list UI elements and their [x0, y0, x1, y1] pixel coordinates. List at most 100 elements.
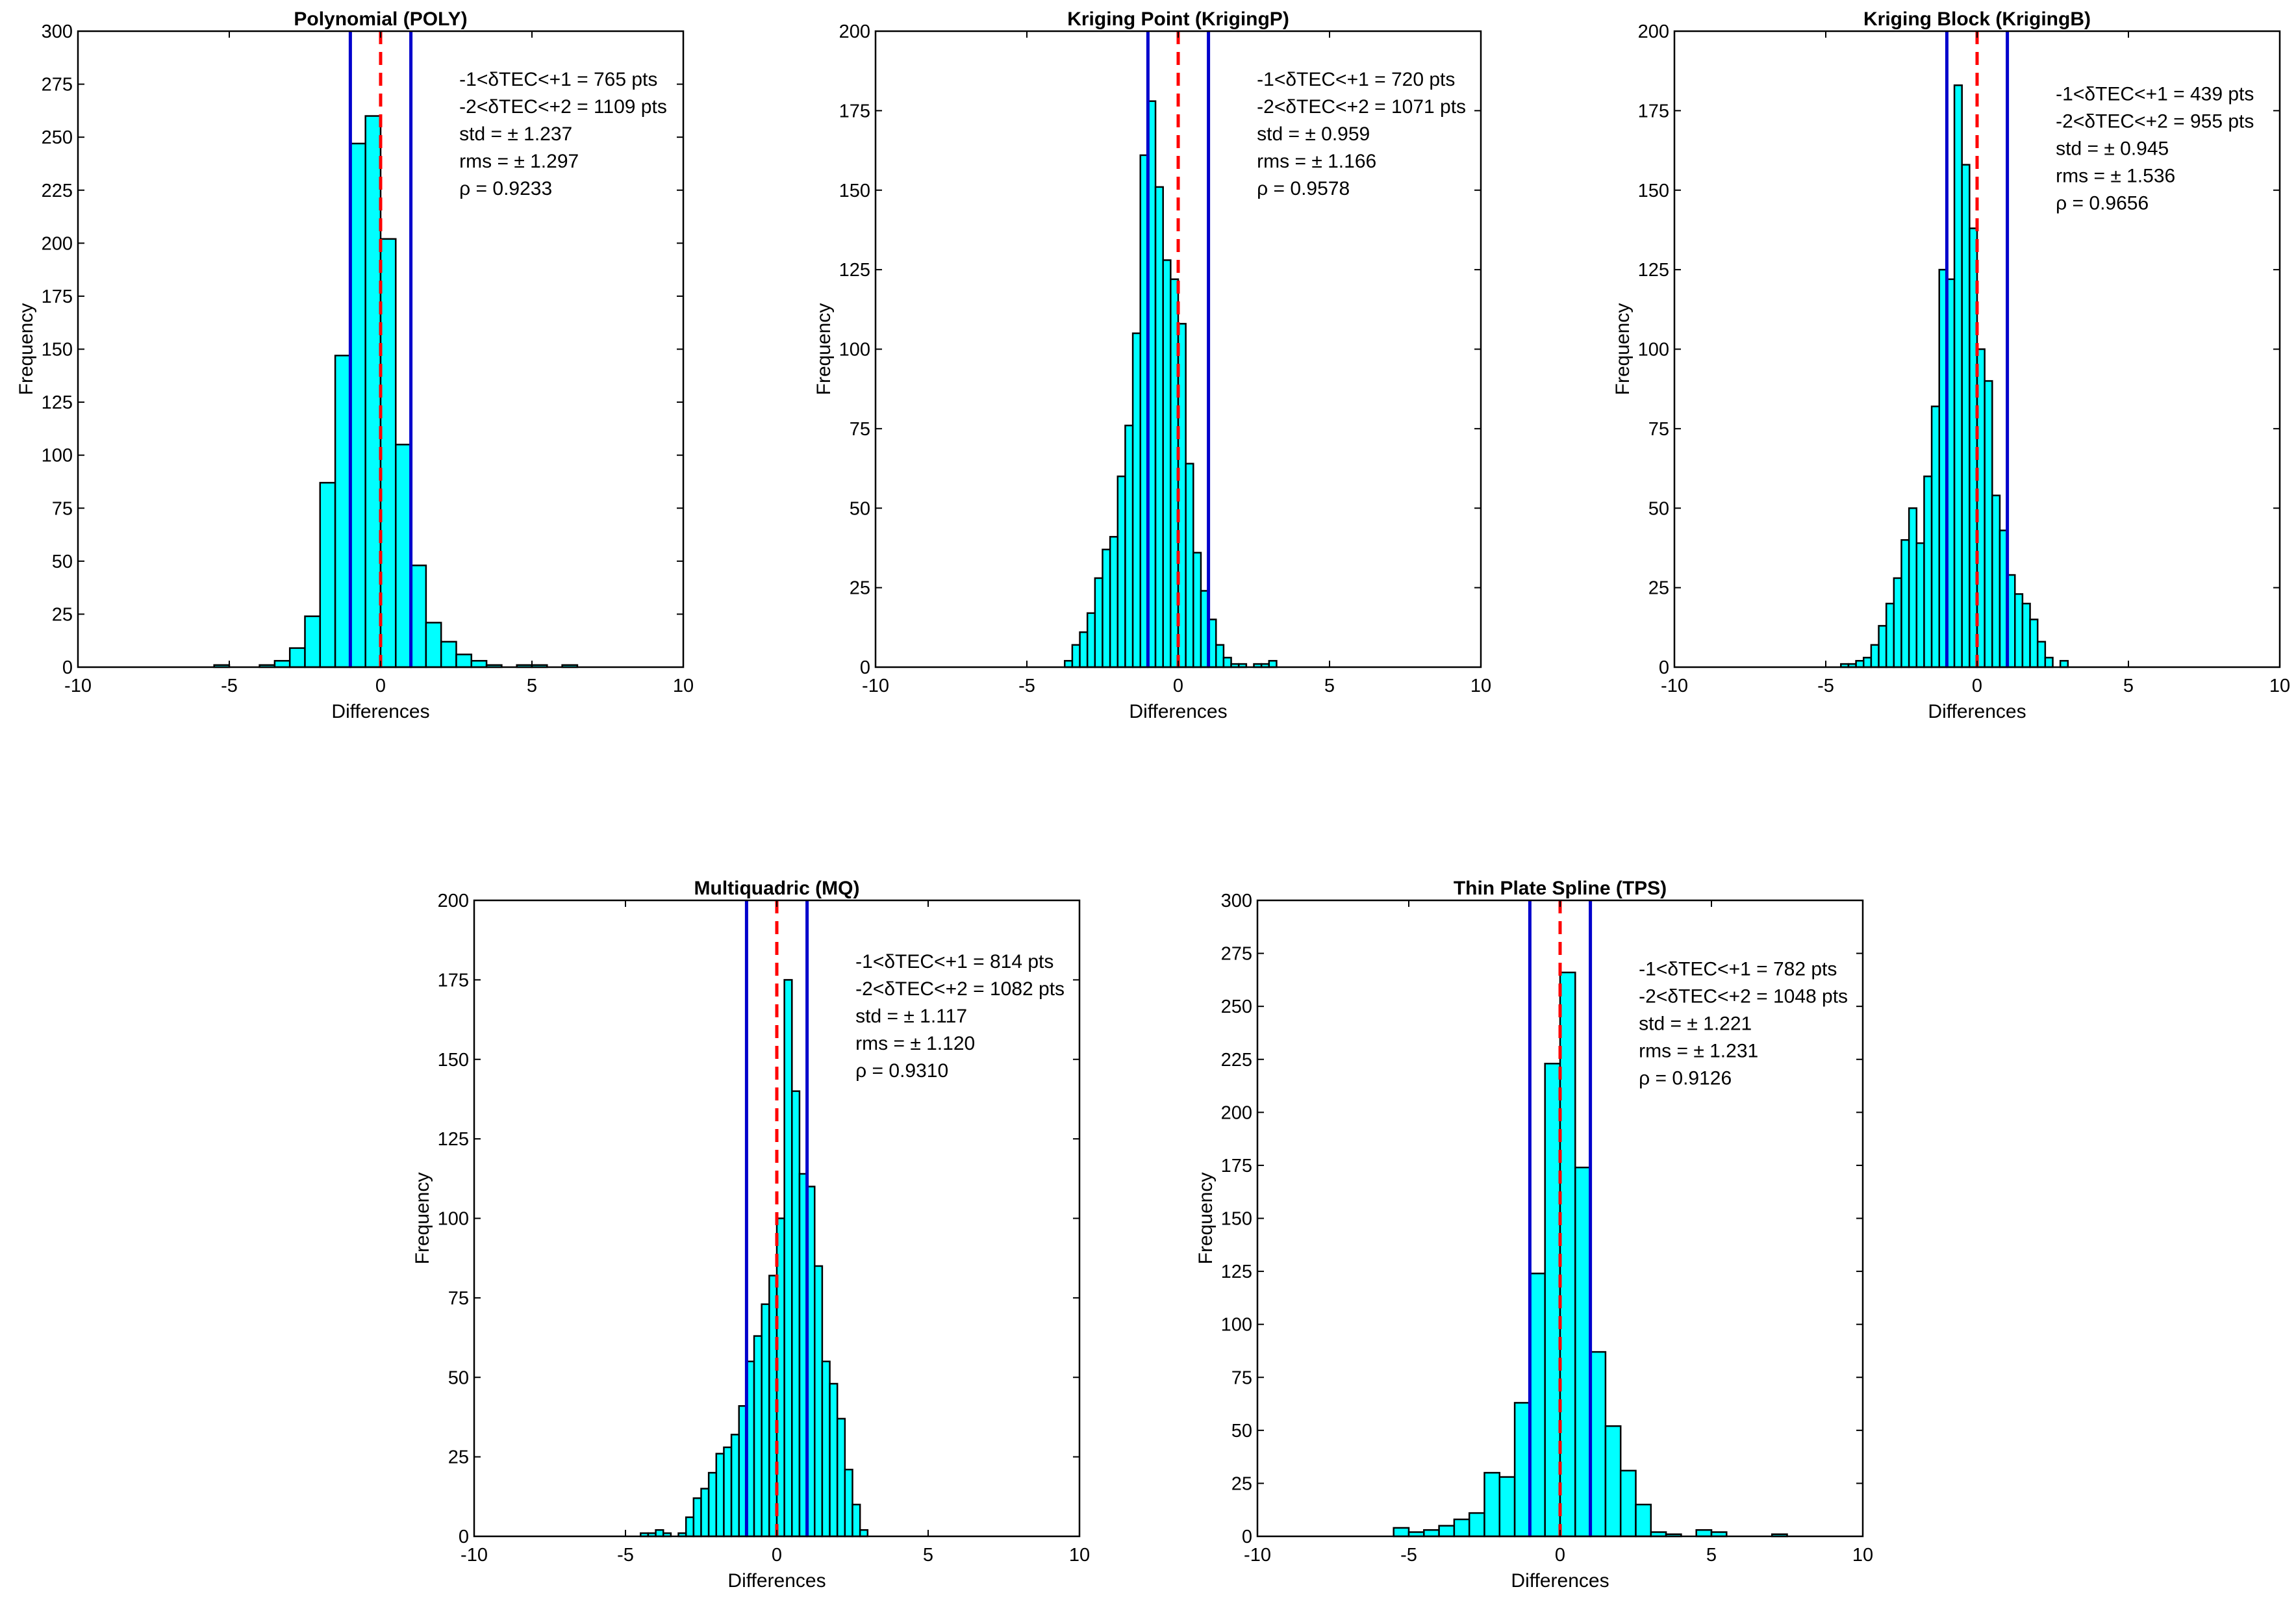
x-tick-label: 5: [2123, 676, 2134, 696]
stat-annotation: -2<δTEC<+2 = 1071 pts: [1257, 96, 1466, 118]
histogram-bar: [1268, 659, 1278, 668]
x-tick-label: -10: [460, 1545, 488, 1566]
stat-annotation: -1<δTEC<+1 = 439 pts: [2056, 84, 2254, 105]
histogram-bar: [1878, 625, 1887, 668]
chart-title: Kriging Block (KrigingB): [1863, 8, 2091, 30]
x-tick-label: 0: [772, 1545, 782, 1566]
x-axis-label: Differences: [1129, 701, 1227, 722]
y-tick-label: 150: [438, 1050, 469, 1071]
histogram-bar: [1544, 1063, 1561, 1538]
histogram-bar: [1619, 1469, 1637, 1538]
histogram-bar: [829, 1382, 839, 1538]
chart-title: Thin Plate Spline (TPS): [1454, 878, 1667, 899]
y-tick-label: 150: [42, 340, 73, 361]
y-tick-label: 225: [1221, 1050, 1252, 1071]
histogram-bar: [2014, 593, 2024, 668]
histogram-bar: [1131, 332, 1141, 668]
histogram-bar: [1498, 1476, 1516, 1538]
histogram-bar: [273, 659, 291, 668]
x-tick-label: -10: [64, 676, 92, 696]
histogram-bar: [1453, 1518, 1470, 1538]
x-tick-label: -5: [1018, 676, 1035, 696]
y-axis-label: Frequency: [16, 303, 37, 396]
histogram-bar: [1855, 659, 1865, 668]
stat-annotation: -2<δTEC<+2 = 1082 pts: [855, 978, 1065, 1000]
stat-annotation: std = ± 1.237: [459, 123, 572, 145]
x-axis-label: Differences: [331, 701, 429, 722]
histogram-bar: [1908, 507, 1918, 668]
y-tick-label: 100: [42, 446, 73, 466]
y-tick-label: 175: [1638, 101, 1669, 121]
y-tick-label: 300: [42, 21, 73, 42]
y-tick-label: 100: [438, 1209, 469, 1230]
x-tick-label: 10: [1470, 676, 1491, 696]
histogram-bar: [1192, 552, 1202, 668]
histogram-bar: [783, 979, 793, 1538]
histogram-bar: [1991, 494, 2001, 668]
stat-annotation: std = ± 1.117: [855, 1006, 967, 1027]
histogram-bar: [2021, 602, 2031, 668]
histogram-bar: [814, 1265, 824, 1538]
y-tick-label: 75: [448, 1288, 469, 1309]
stat-annotation: -1<δTEC<+1 = 720 pts: [1257, 69, 1455, 90]
x-tick-label: 0: [1173, 676, 1183, 696]
histogram-bar: [730, 1434, 740, 1538]
histogram-bar: [1116, 476, 1126, 668]
x-axis-label: Differences: [727, 1570, 826, 1592]
x-tick-label: -5: [221, 676, 238, 696]
y-tick-label: 150: [1221, 1209, 1252, 1230]
x-axis-label: Differences: [1511, 1570, 1609, 1592]
y-tick-label: 250: [42, 127, 73, 148]
x-tick-label: 0: [1972, 676, 1982, 696]
y-tick-label: 175: [1221, 1156, 1252, 1176]
y-axis-label: Frequency: [1195, 1173, 1217, 1265]
histogram-bar: [1222, 657, 1232, 668]
y-tick-label: 100: [1638, 340, 1669, 361]
histogram-bar: [410, 565, 427, 668]
bars: [1064, 100, 1278, 668]
x-tick-label: 5: [527, 676, 537, 696]
histogram-bar: [1393, 1527, 1410, 1538]
histogram-bar: [1885, 602, 1895, 668]
chart-title: Polynomial (POLY): [294, 8, 467, 30]
x-tick-label: -5: [617, 1545, 634, 1566]
y-tick-label: 125: [1221, 1262, 1252, 1282]
histogram-bar: [1094, 577, 1104, 668]
x-tick-label: 10: [1069, 1545, 1090, 1566]
histogram-bar: [836, 1417, 846, 1538]
histogram-bar: [791, 1090, 801, 1538]
histogram-bar: [470, 659, 488, 668]
histogram-bar: [1185, 463, 1194, 668]
y-tick-label: 0: [62, 657, 73, 678]
stat-annotation: std = ± 0.959: [1257, 123, 1370, 145]
histogram-panel-1: 0 25 50 75 100 125 150 175 200 225 250 275 300 -10 -5 0…: [16, 8, 694, 722]
histogram-bar: [2044, 657, 2054, 668]
y-tick-label: 225: [42, 181, 73, 201]
histogram-bar: [2059, 659, 2069, 668]
x-tick-label: -10: [1244, 1545, 1271, 1566]
histogram-bar: [1900, 539, 1910, 668]
y-tick-label: 250: [1221, 997, 1252, 1017]
histogram-bar: [334, 355, 351, 668]
y-tick-label: 25: [1231, 1473, 1252, 1494]
stat-annotation: std = ± 1.221: [1639, 1013, 1752, 1035]
histogram-bar: [700, 1488, 710, 1538]
y-tick-label: 300: [1221, 891, 1252, 911]
histogram-bar: [821, 1360, 831, 1538]
histogram-bar: [1893, 577, 1902, 668]
x-tick-label: 10: [1852, 1545, 1873, 1566]
y-tick-label: 200: [42, 233, 73, 254]
histogram-bar: [1930, 405, 1941, 668]
x-tick-label: 0: [1555, 1545, 1565, 1566]
histogram-bar: [1102, 548, 1111, 668]
x-tick-label: -10: [862, 676, 889, 696]
histogram-panel-2: 0 25 50 75 100 125 150 175 200 -10 -5 0 5 10 Kriging P…: [813, 8, 1491, 722]
y-tick-label: 0: [459, 1527, 469, 1547]
histogram-bar: [1559, 971, 1576, 1538]
histogram-bar: [1071, 644, 1081, 668]
histogram-bar: [440, 641, 457, 668]
y-tick-label: 50: [850, 498, 870, 519]
histogram-bar: [1870, 644, 1880, 668]
histogram-bar: [288, 647, 306, 668]
histogram-bar: [761, 1303, 770, 1538]
